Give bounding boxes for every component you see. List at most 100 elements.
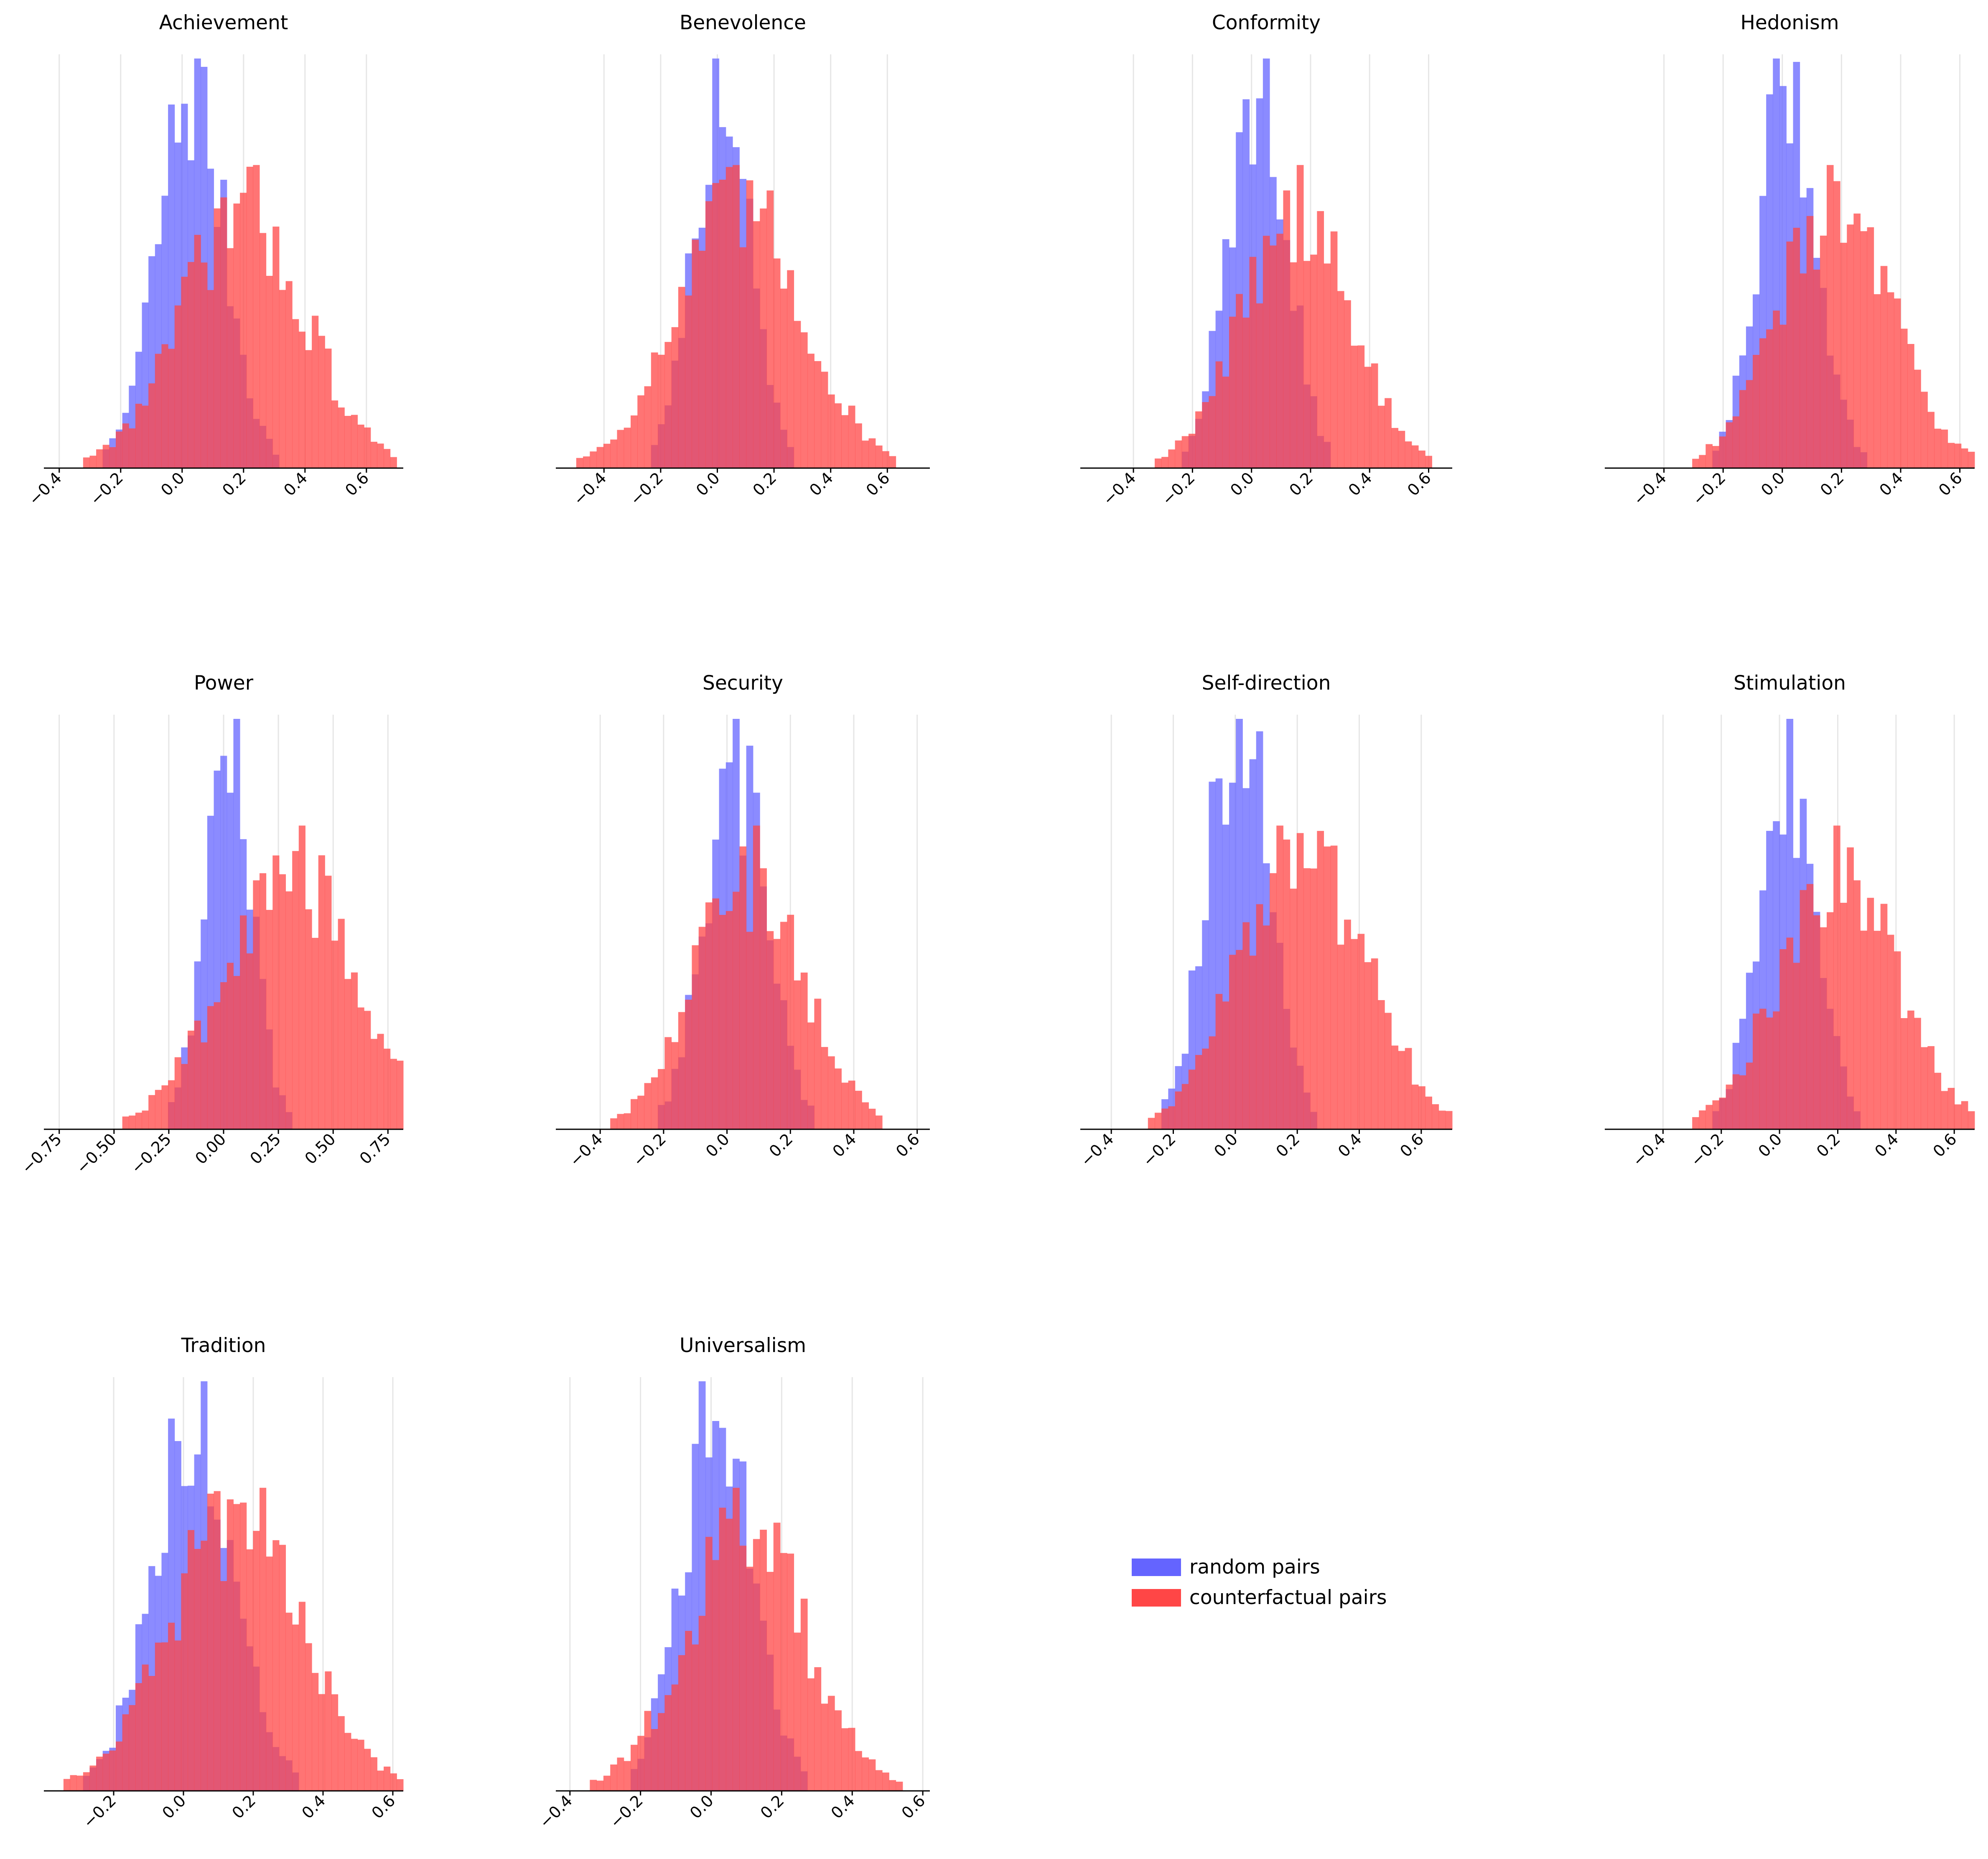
histogram-bar-counterfactual xyxy=(1202,1048,1209,1129)
histogram-bar-counterfactual xyxy=(122,1714,129,1791)
histogram-bar-counterfactual xyxy=(1901,1018,1908,1129)
histogram-bar-counterfactual xyxy=(325,349,332,468)
histogram-bar-counterfactual xyxy=(773,258,781,468)
histogram-bar-counterfactual xyxy=(201,1541,208,1791)
histogram-bar-counterfactual xyxy=(787,914,794,1129)
histogram-bar-counterfactual xyxy=(862,1102,869,1129)
histogram-bar-counterfactual xyxy=(1692,1117,1699,1129)
histogram-bar-counterfactual xyxy=(712,898,720,1129)
histogram-bar-counterfactual xyxy=(305,350,312,468)
histogram-bar-counterfactual xyxy=(1337,291,1344,468)
histogram-bar-counterfactual xyxy=(1385,398,1392,468)
histogram-bar-counterfactual xyxy=(760,868,767,1129)
histogram-bar-counterfactual xyxy=(1296,165,1304,468)
histogram-bar-counterfactual xyxy=(624,428,631,468)
histogram-bar-counterfactual xyxy=(719,915,726,1129)
histogram-bar-counterfactual xyxy=(338,1716,345,1791)
histogram-bar-counterfactual xyxy=(760,208,767,469)
histogram-bar-counterfactual xyxy=(794,980,801,1129)
histogram-bar-counterfactual xyxy=(725,167,733,468)
histogram-bar-counterfactual xyxy=(129,428,136,468)
histogram-bar-counterfactual xyxy=(671,327,679,468)
histogram-bar-counterfactual xyxy=(1364,962,1372,1129)
histogram-bar-counterfactual xyxy=(671,1042,679,1129)
panel-title: Tradition xyxy=(181,1334,266,1357)
histogram-bar-counterfactual xyxy=(705,902,713,1129)
histogram-bar-counterfactual xyxy=(1968,1111,1975,1129)
histogram-bar-counterfactual xyxy=(848,1080,855,1129)
histogram-bar-counterfactual xyxy=(610,439,617,468)
histogram-bar-counterfactual xyxy=(1759,338,1767,468)
histogram-bar-counterfactual xyxy=(746,180,753,469)
histogram-bar-counterfactual xyxy=(1813,915,1820,1129)
histogram-bar-counterfactual xyxy=(1337,945,1344,1129)
histogram-bar-counterfactual xyxy=(1726,1085,1733,1129)
histogram-bar-counterfactual xyxy=(637,1095,645,1129)
legend-swatch-random xyxy=(1132,1559,1181,1576)
histogram-bar-counterfactual xyxy=(260,1487,267,1791)
histogram-bar-counterfactual xyxy=(787,270,794,468)
histogram-bar-counterfactual xyxy=(705,201,713,468)
histogram-bar-counterfactual xyxy=(292,851,299,1129)
histogram-bar-counterfactual xyxy=(644,1083,652,1129)
histogram-bar-counterfactual xyxy=(1371,363,1378,468)
histogram-bar-counterfactual xyxy=(583,456,590,468)
histogram-bar-counterfactual xyxy=(207,1006,214,1129)
histogram-bar-counterfactual xyxy=(1914,1018,1921,1129)
histogram-bar-counterfactual xyxy=(1732,416,1740,468)
histogram-bar-counterfactual xyxy=(331,940,339,1129)
histogram-bar-counterfactual xyxy=(766,931,774,1129)
histogram-bar-counterfactual xyxy=(882,1772,889,1791)
histogram-bar-counterfactual xyxy=(1249,257,1257,468)
histogram-bar-counterfactual xyxy=(596,447,604,468)
histogram-bar-counterfactual xyxy=(240,915,247,1129)
histogram-bar-counterfactual xyxy=(678,1012,685,1129)
histogram-bar-counterfactual xyxy=(1719,1098,1726,1129)
histogram-bar-counterfactual xyxy=(1800,890,1807,1129)
histogram-bar-counterfactual xyxy=(1195,1055,1202,1129)
histogram-bar-counterfactual xyxy=(188,262,195,468)
histogram-bar-counterfactual xyxy=(664,1037,672,1129)
histogram-bar-counterfactual xyxy=(1779,324,1787,468)
histogram-bar-counterfactual xyxy=(678,287,685,468)
histogram-bar-counterfactual xyxy=(1202,402,1209,468)
histogram-bar-counterfactual xyxy=(671,1684,679,1791)
histogram-bar-counterfactual xyxy=(685,999,692,1129)
histogram-bar-counterfactual xyxy=(1820,927,1827,1129)
histogram-bar-counterfactual xyxy=(1753,1014,1760,1129)
histogram-bar-counterfactual xyxy=(285,891,293,1129)
histogram-bar-counterfactual xyxy=(188,1030,195,1129)
histogram-bar-counterfactual xyxy=(1699,1110,1706,1129)
histogram-bar-counterfactual xyxy=(1188,433,1196,468)
histogram-bar-counterfactual xyxy=(1847,224,1854,468)
histogram-bar-counterfactual xyxy=(1786,241,1794,468)
histogram-bar-counterfactual xyxy=(1726,422,1733,468)
histogram-bar-counterfactual xyxy=(1317,831,1324,1129)
histogram-bar-counterfactual xyxy=(384,449,391,468)
histogram-bar-counterfactual xyxy=(739,247,747,468)
histogram-bar-counterfactual xyxy=(787,1553,794,1791)
histogram-bar-counterfactual xyxy=(800,973,808,1129)
histogram-bar-counterfactual xyxy=(246,166,253,469)
histogram-bar-counterfactual xyxy=(889,456,896,468)
histogram-bar-counterfactual xyxy=(821,1704,828,1791)
histogram-bar-counterfactual xyxy=(135,1683,143,1791)
histogram-bar-counterfactual xyxy=(1887,292,1894,468)
histogram-bar-counterfactual xyxy=(83,457,90,468)
histogram-bar-counterfactual xyxy=(279,874,286,1129)
histogram-bar-counterfactual xyxy=(1712,446,1720,468)
histogram-bar-counterfactual xyxy=(875,1770,883,1791)
histogram-bar-counterfactual xyxy=(174,305,181,468)
histogram-bar-counterfactual xyxy=(161,344,168,468)
histogram-bar-counterfactual xyxy=(603,1775,611,1791)
histogram-bar-counterfactual xyxy=(1705,444,1713,468)
histogram-bar-counterfactual xyxy=(109,1750,116,1791)
histogram-bar-counterfactual xyxy=(201,262,208,468)
histogram-bar-counterfactual xyxy=(390,457,397,468)
histogram-bar-counterfactual xyxy=(96,1757,103,1791)
histogram-bar-counterfactual xyxy=(331,400,339,468)
histogram-bar-counterfactual xyxy=(285,281,293,468)
histogram-bar-counterfactual xyxy=(318,855,325,1129)
